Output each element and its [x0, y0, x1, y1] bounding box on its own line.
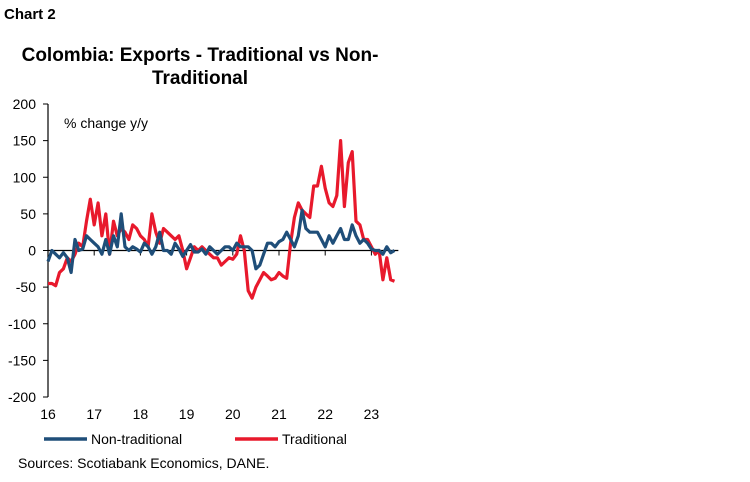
x-tick-label: 20 — [225, 406, 241, 422]
series-line-non-traditional — [46, 208, 396, 275]
y-axis-label: % change y/y — [64, 115, 148, 131]
x-tick-label: 21 — [271, 406, 287, 422]
y-tick-label: 150 — [13, 133, 37, 149]
y-tick-label: 200 — [13, 96, 37, 112]
chart-number: Chart 2 — [4, 6, 56, 23]
x-tick-label: 17 — [86, 406, 102, 422]
y-tick-label: -150 — [8, 352, 36, 368]
x-tick-label: 19 — [179, 406, 195, 422]
x-tick-label: 18 — [133, 406, 149, 422]
sources-note: Sources: Scotiabank Economics, DANE. — [18, 455, 270, 471]
y-tick-label: -200 — [8, 389, 36, 405]
legend-label: Traditional — [282, 431, 347, 447]
y-tick-label: 100 — [13, 169, 37, 185]
series-line-traditional — [48, 139, 396, 300]
y-tick-label: -50 — [16, 279, 36, 295]
x-tick-label: 23 — [364, 406, 380, 422]
y-tick-label: 50 — [20, 206, 36, 222]
chart-title: Colombia: Exports - Traditional vs Non-T… — [21, 45, 379, 89]
x-tick-label: 16 — [40, 406, 56, 422]
x-tick-label: 22 — [317, 406, 333, 422]
y-tick-label: 0 — [28, 243, 36, 259]
legend-label: Non-traditional — [91, 431, 182, 447]
y-tick-label: -100 — [8, 316, 36, 332]
